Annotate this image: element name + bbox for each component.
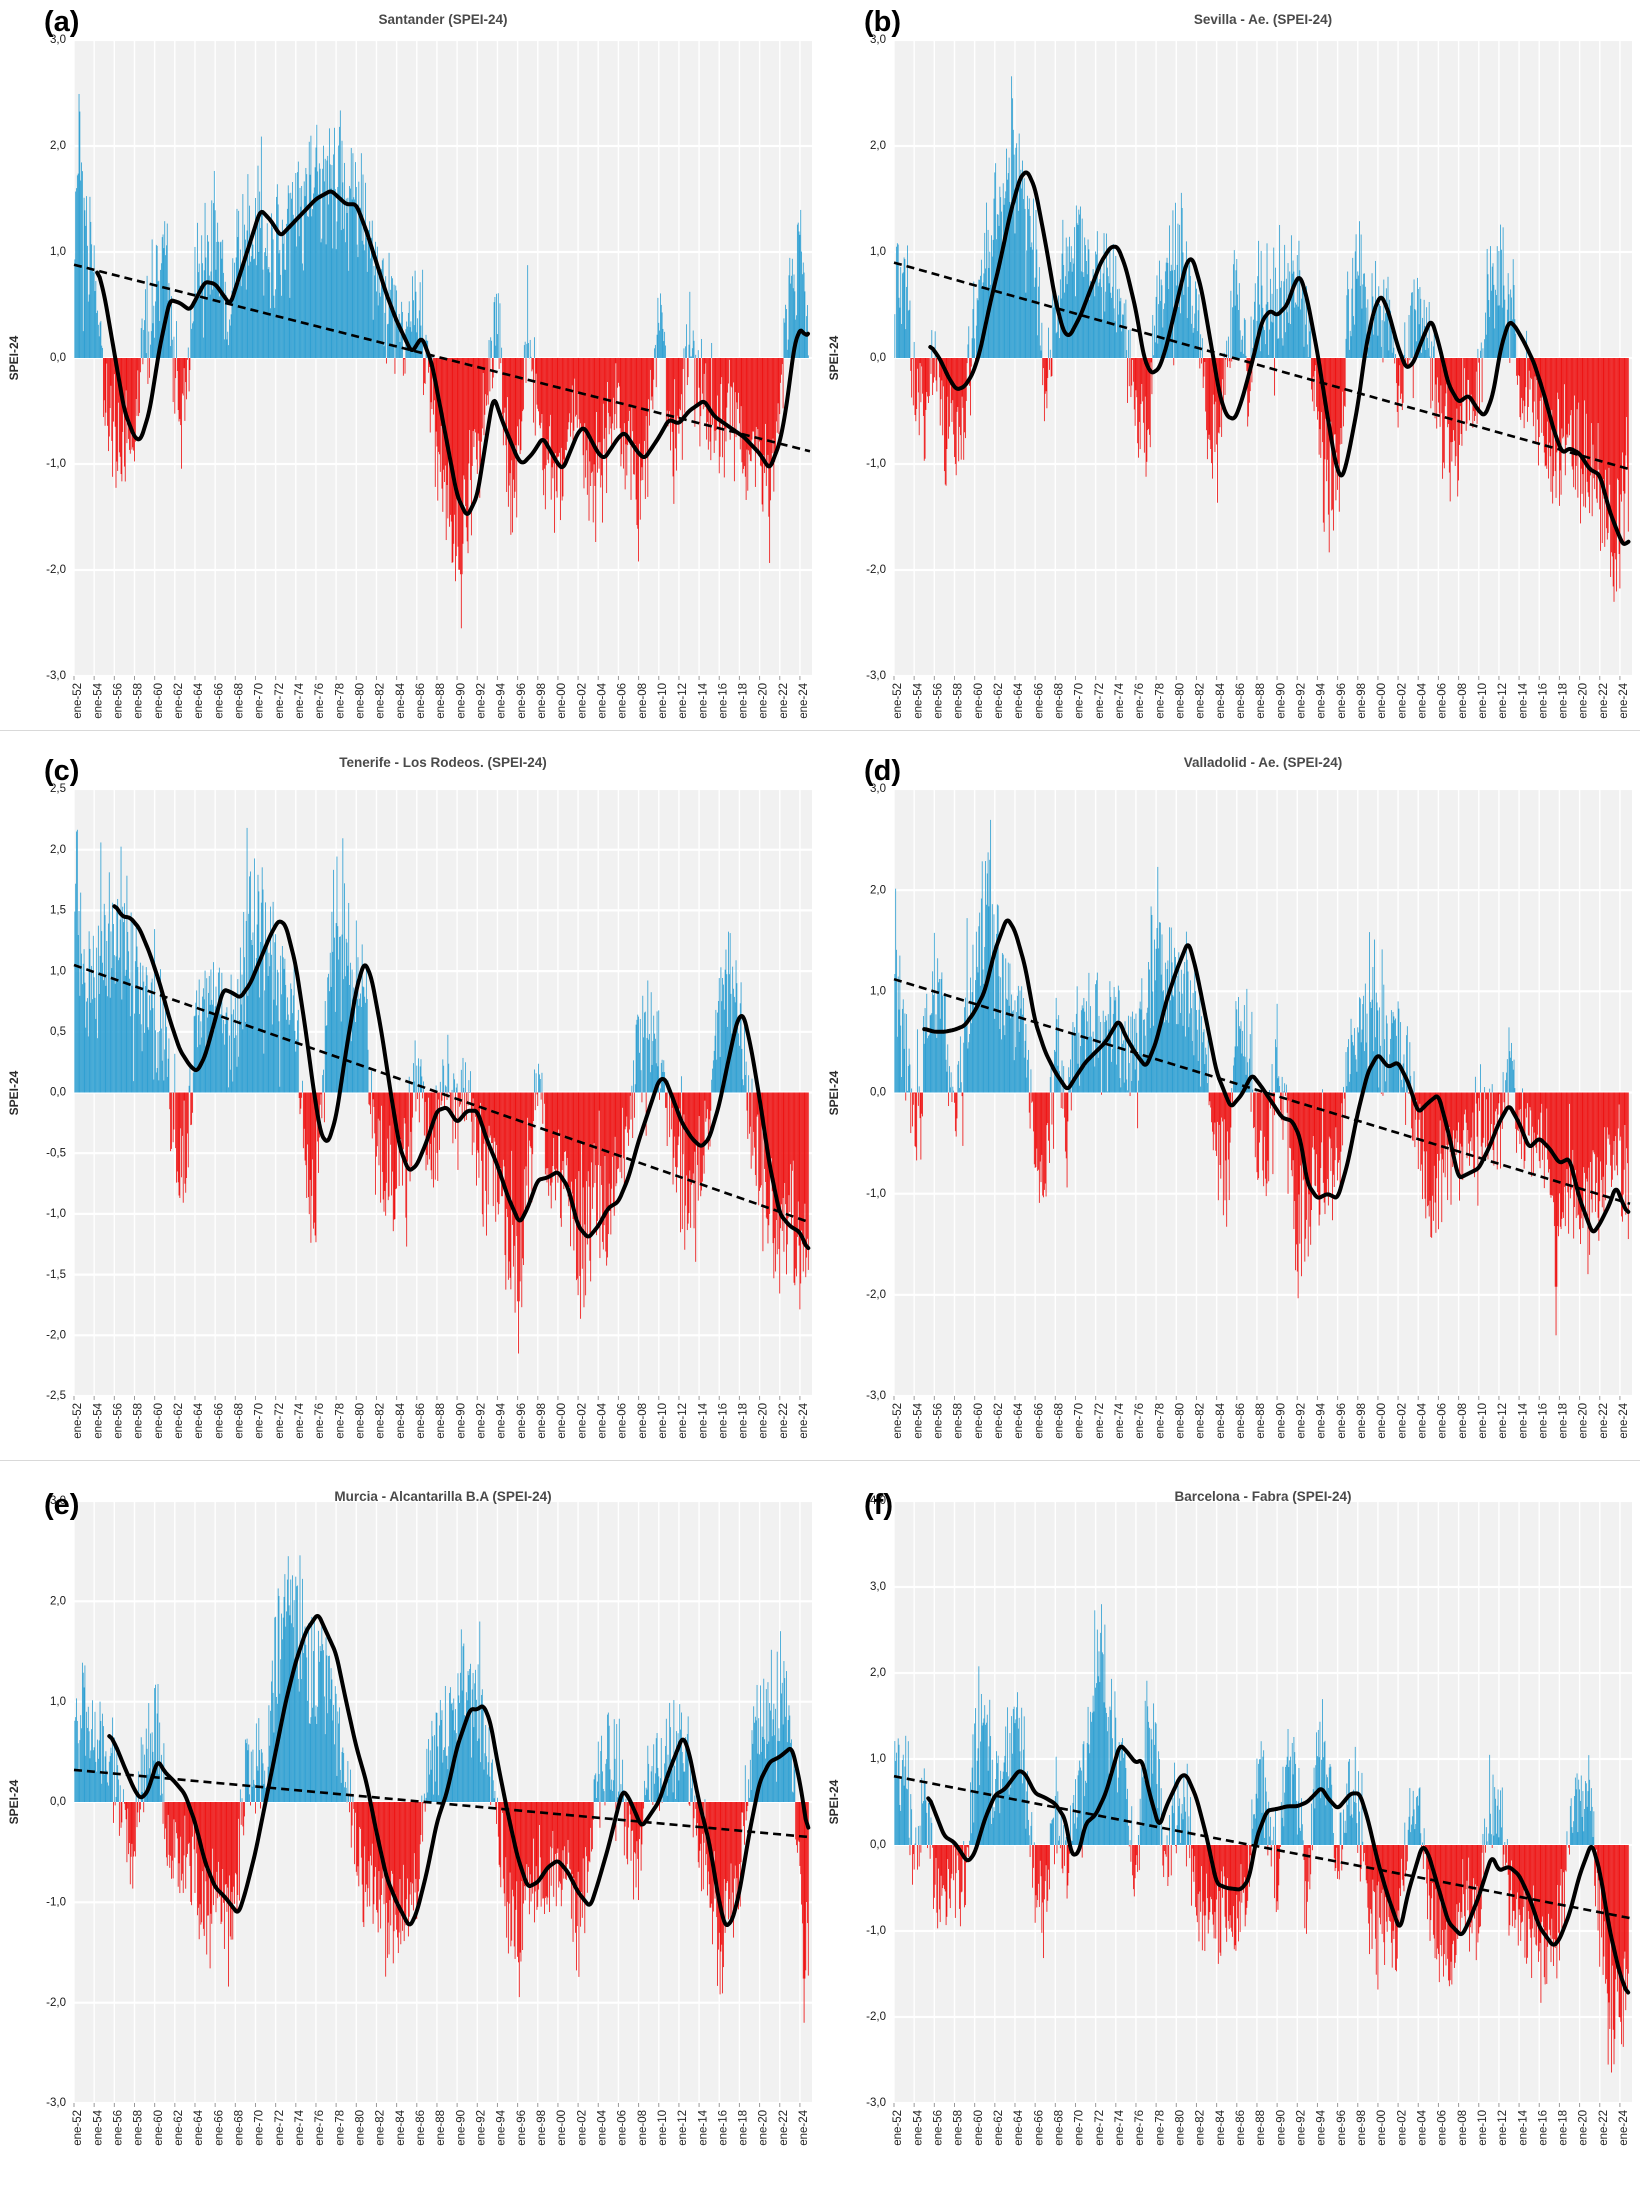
panel-letter: (f) [864,1489,893,1521]
panel-e-plot-canvas [0,1461,820,2188]
panel-letter: (e) [44,1489,80,1521]
panel-title: Santander (SPEI-24) [378,12,508,27]
panel-title: Sevilla - Ae. (SPEI-24) [1193,12,1333,27]
y-axis-label: SPEI-24 [7,1070,21,1116]
panel-a: (a) Santander (SPEI-24) SPEI-24 [0,0,820,730]
panel-letter: (c) [44,755,80,787]
panel-d: (d) Valladolid - Ae. (SPEI-24) SPEI-24 [820,730,1640,1461]
panel-f-plot-canvas [820,1461,1640,2188]
panel-c: (c) Tenerife - Los Rodeos. (SPEI-24) SPE… [0,730,820,1461]
panel-f: (f) Barcelona - Fabra (SPEI-24) SPEI-24 [820,1460,1640,2188]
y-axis-label: SPEI-24 [827,1070,841,1116]
panel-title: Murcia - Alcantarilla B.A (SPEI-24) [334,1489,552,1504]
panel-a-plot-canvas [0,0,820,730]
y-axis-label: SPEI-24 [7,335,21,381]
panel-title: Valladolid - Ae. (SPEI-24) [1183,755,1343,770]
panel-letter: (a) [44,6,80,38]
panel-e: (e) Murcia - Alcantarilla B.A (SPEI-24) … [0,1460,820,2188]
panel-title: Tenerife - Los Rodeos. (SPEI-24) [339,755,547,770]
panel-b-plot-canvas [820,0,1640,730]
panel-letter: (b) [864,6,902,38]
y-axis-label: SPEI-24 [827,1779,841,1825]
panel-title: Barcelona - Fabra (SPEI-24) [1174,1489,1352,1504]
panel-letter: (d) [864,755,902,787]
y-axis-label: SPEI-24 [7,1779,21,1825]
panel-d-plot-canvas [820,731,1640,1461]
panel-b: (b) Sevilla - Ae. (SPEI-24) SPEI-24 [820,0,1640,730]
panel-c-plot-canvas [0,731,820,1461]
y-axis-label: SPEI-24 [827,335,841,381]
